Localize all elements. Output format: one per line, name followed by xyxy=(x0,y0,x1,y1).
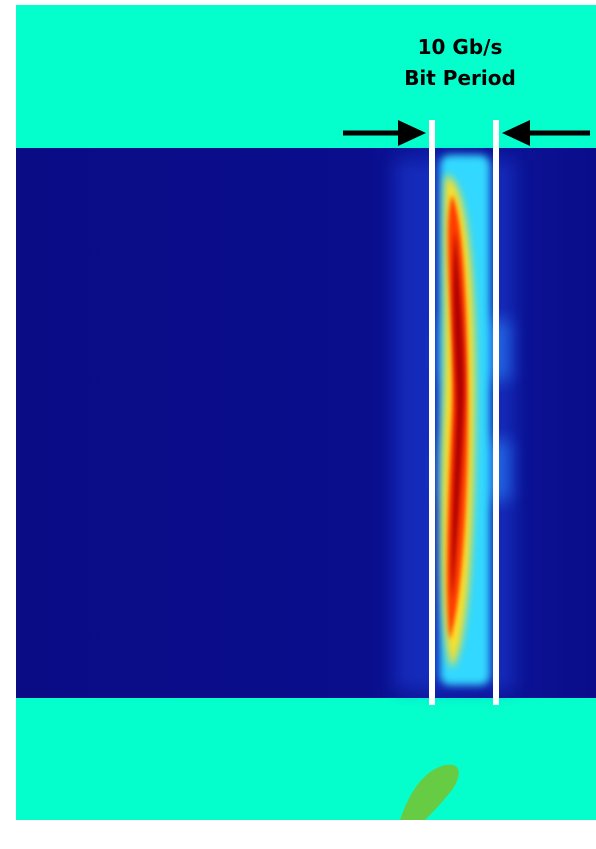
page: 10 Gb/s Bit Period (() => { const data =… xyxy=(0,0,596,849)
figure: 10 Gb/s Bit Period xyxy=(0,0,596,849)
left-marker-line xyxy=(429,120,435,705)
annotation-rate: 10 Gb/s xyxy=(418,35,503,59)
right-marker-line xyxy=(493,120,499,705)
annotation-label: Bit Period xyxy=(404,66,516,90)
